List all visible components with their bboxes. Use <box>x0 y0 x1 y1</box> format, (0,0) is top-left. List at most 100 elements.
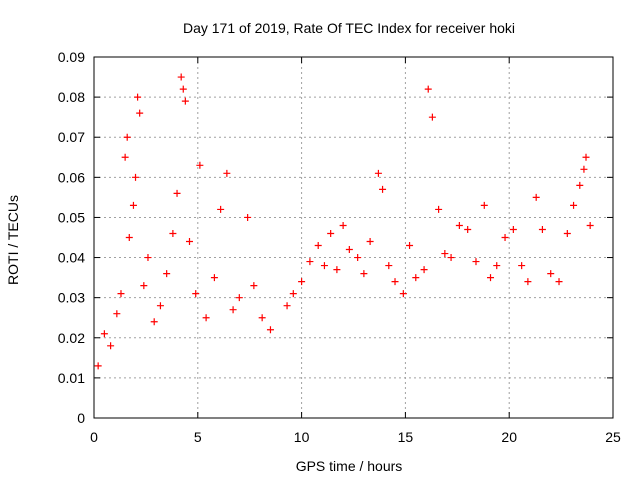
data-point <box>185 238 193 246</box>
data-point <box>428 113 436 121</box>
data-point <box>210 274 218 282</box>
data-point <box>374 169 382 177</box>
data-point <box>100 330 108 338</box>
data-point <box>487 274 495 282</box>
data-point <box>563 229 571 237</box>
data-point <box>524 278 532 286</box>
data-point <box>480 201 488 209</box>
x-tick-label: 15 <box>398 429 414 445</box>
data-point <box>472 258 480 266</box>
data-point <box>339 221 347 229</box>
data-point <box>538 225 546 233</box>
data-point <box>169 229 177 237</box>
data-point <box>223 169 231 177</box>
x-tick-label: 20 <box>501 429 517 445</box>
data-point <box>586 221 594 229</box>
data-point <box>532 193 540 201</box>
x-axis-label: GPS time / hours <box>296 458 403 474</box>
grid-lines <box>94 57 613 418</box>
data-point <box>518 262 526 270</box>
data-point <box>580 165 588 173</box>
data-point <box>113 310 121 318</box>
data-point <box>420 266 428 274</box>
data-point <box>250 282 258 290</box>
data-point <box>424 85 432 93</box>
data-point <box>150 318 158 326</box>
data-point <box>576 181 584 189</box>
data-point <box>163 270 171 278</box>
data-point <box>258 314 266 322</box>
y-tick-label: 0.01 <box>58 370 85 386</box>
data-point <box>235 294 243 302</box>
data-point <box>196 161 204 169</box>
y-tick-label: 0.03 <box>58 290 85 306</box>
x-tick-label: 10 <box>294 429 310 445</box>
data-point <box>555 278 563 286</box>
data-point <box>123 133 131 141</box>
x-tick-label: 25 <box>605 429 621 445</box>
data-point <box>366 238 374 246</box>
data-point <box>391 278 399 286</box>
data-point <box>464 225 472 233</box>
plot-area-frame <box>93 56 614 419</box>
y-axis-label: ROTI / TECUs <box>5 195 21 285</box>
data-point <box>493 262 501 270</box>
data-point <box>181 97 189 105</box>
axis-ticks: 0 0.01 0.02 0.03 0.04 0.05 0.06 0.07 0.08 0.09 0 5 1… <box>58 49 621 445</box>
data-point <box>501 234 509 241</box>
y-tick-label: 0.04 <box>58 250 85 266</box>
data-point <box>266 326 274 334</box>
data-point <box>327 229 335 237</box>
data-point <box>582 153 590 161</box>
data-point <box>345 246 353 254</box>
data-point <box>94 362 102 370</box>
y-tick-label: 0.02 <box>58 330 85 346</box>
data-point <box>129 201 137 209</box>
data-point <box>289 290 297 298</box>
data-point <box>179 85 187 93</box>
y-tick-label: 0 <box>77 410 85 426</box>
data-point <box>136 109 144 117</box>
data-point <box>217 205 225 213</box>
data-point <box>283 302 291 310</box>
data-point <box>229 306 237 314</box>
data-point <box>306 258 314 266</box>
data-point <box>547 270 555 278</box>
data-point <box>406 242 414 250</box>
data-point <box>441 250 449 258</box>
data-point <box>360 270 368 278</box>
data-point <box>320 262 328 270</box>
y-tick-label: 0.08 <box>58 89 85 105</box>
data-point <box>379 185 387 193</box>
data-point <box>509 225 517 233</box>
data-point <box>399 290 407 298</box>
data-point <box>134 93 142 101</box>
data-point <box>173 189 181 197</box>
data-point <box>132 173 140 181</box>
data-point <box>455 221 463 229</box>
y-tick-label: 0.06 <box>58 169 85 185</box>
data-point <box>117 290 125 298</box>
data-point <box>412 274 420 282</box>
x-tick-label: 0 <box>90 429 98 445</box>
data-point <box>156 302 164 310</box>
data-point <box>192 290 200 298</box>
data-point <box>144 254 152 262</box>
y-tick-label: 0.07 <box>58 129 85 145</box>
data-point <box>244 213 252 221</box>
data-point <box>107 342 115 350</box>
data-point <box>435 205 443 213</box>
data-point <box>354 254 362 262</box>
data-point <box>202 314 210 322</box>
data-point <box>333 266 341 274</box>
data-point <box>177 73 185 81</box>
data-point <box>570 201 578 209</box>
data-point <box>121 153 129 161</box>
chart-title: Day 171 of 2019, Rate Of TEC Index for r… <box>183 20 515 36</box>
data-point <box>385 262 393 270</box>
data-point <box>125 234 133 241</box>
data-point <box>298 278 306 286</box>
data-point <box>140 282 148 290</box>
y-tick-label: 0.05 <box>58 209 85 225</box>
